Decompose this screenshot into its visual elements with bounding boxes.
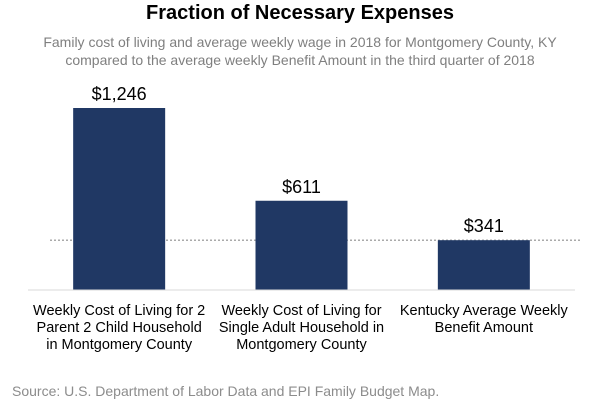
x-tick-label: Weekly Cost of Living for 2 Parent 2 Chi… (33, 303, 206, 353)
x-tick-label: Weekly Cost of Living for Single Adult H… (218, 303, 385, 353)
value-label: $341 (464, 216, 504, 236)
bar (255, 200, 348, 290)
x-tick-label: Kentucky Average Weekly Benefit Amount (399, 303, 568, 336)
value-label: $1,246 (92, 84, 147, 104)
value-label: $611 (282, 177, 321, 197)
bar (73, 108, 166, 290)
bar (437, 240, 530, 290)
chart-title: Fraction of Necessary Expenses (146, 2, 454, 24)
source-note: Source: U.S. Department of Labor Data an… (12, 383, 440, 399)
chart-subtitle: Family cost of living and average weekly… (43, 34, 557, 68)
